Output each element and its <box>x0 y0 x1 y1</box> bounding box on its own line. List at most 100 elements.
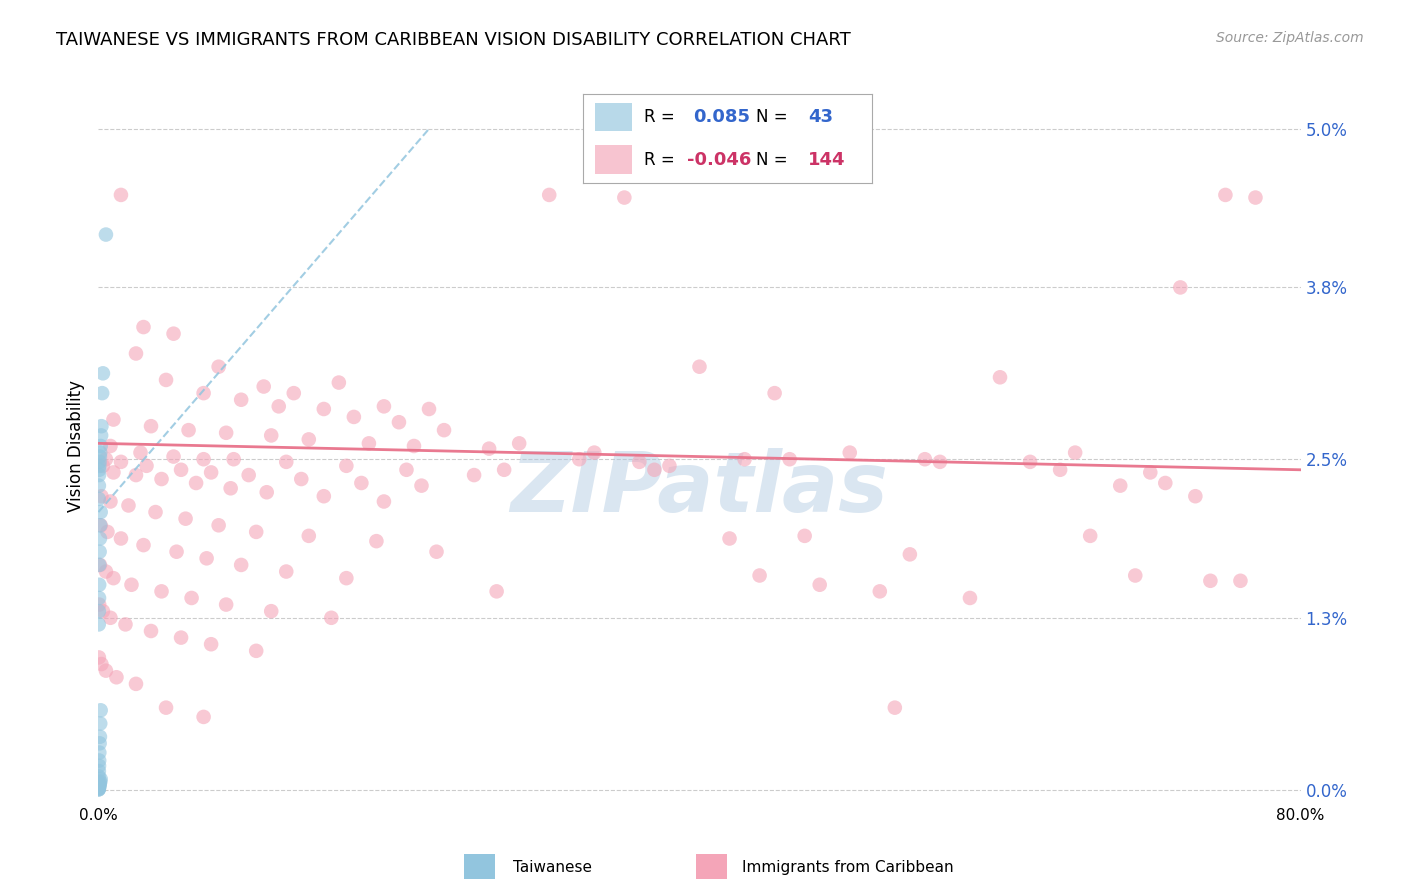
Text: -0.046: -0.046 <box>688 151 752 169</box>
Point <box>96 524 118 539</box>
Point <box>193 710 215 724</box>
Point <box>321 611 343 625</box>
Point <box>184 475 207 490</box>
Text: N =: N = <box>756 151 787 169</box>
Point <box>256 485 278 500</box>
Point <box>276 565 298 579</box>
Point <box>89 545 111 559</box>
Point <box>90 703 112 717</box>
Point <box>89 455 111 469</box>
Point <box>1123 568 1146 582</box>
Point <box>89 754 111 768</box>
Point <box>94 664 117 678</box>
Point <box>312 489 335 503</box>
Point <box>110 455 132 469</box>
Point <box>411 478 433 492</box>
Point <box>91 386 114 401</box>
Point <box>350 475 373 490</box>
Text: Source: ZipAtlas.com: Source: ZipAtlas.com <box>1216 31 1364 45</box>
Point <box>200 466 222 480</box>
Point <box>658 458 681 473</box>
Point <box>100 494 122 508</box>
Point <box>125 346 148 360</box>
Point <box>568 452 591 467</box>
Point <box>219 481 242 495</box>
Point <box>1244 190 1267 204</box>
Point <box>177 423 200 437</box>
Point <box>89 458 111 473</box>
Point <box>87 764 110 778</box>
Point <box>959 591 981 605</box>
Point <box>174 511 197 525</box>
Point <box>1049 463 1071 477</box>
Point <box>162 450 184 464</box>
Point <box>298 433 321 447</box>
Point <box>1109 478 1132 492</box>
Point <box>988 370 1011 384</box>
Point <box>425 545 447 559</box>
Point <box>238 468 260 483</box>
Point <box>125 677 148 691</box>
Point <box>166 545 188 559</box>
Point <box>1019 455 1042 469</box>
Point <box>87 468 110 483</box>
Point <box>90 428 112 442</box>
Point <box>245 644 267 658</box>
Point <box>180 591 202 605</box>
Point <box>103 466 125 480</box>
Point <box>793 529 815 543</box>
Point <box>125 468 148 483</box>
Point <box>200 637 222 651</box>
Point <box>260 604 283 618</box>
Point <box>433 423 456 437</box>
Point <box>100 439 122 453</box>
Point <box>208 359 231 374</box>
Point <box>689 359 711 374</box>
Bar <box>595 103 633 131</box>
Point <box>103 571 125 585</box>
Point <box>1199 574 1222 588</box>
Point <box>1078 529 1101 543</box>
Text: TAIWANESE VS IMMIGRANTS FROM CARIBBEAN VISION DISABILITY CORRELATION CHART: TAIWANESE VS IMMIGRANTS FROM CARIBBEAN V… <box>56 31 851 49</box>
Point <box>1139 466 1161 480</box>
Point <box>139 419 162 434</box>
Point <box>195 551 218 566</box>
Point <box>90 657 112 671</box>
Point <box>779 452 801 467</box>
Point <box>260 428 283 442</box>
Point <box>87 591 110 605</box>
Point <box>90 439 112 453</box>
Point <box>150 584 173 599</box>
Point <box>100 611 122 625</box>
Point <box>718 532 741 546</box>
Point <box>117 499 139 513</box>
Point <box>357 436 380 450</box>
Point <box>193 452 215 467</box>
Point <box>253 379 276 393</box>
Text: N =: N = <box>756 108 787 126</box>
Point <box>87 491 110 506</box>
Text: R =: R = <box>644 151 675 169</box>
Point <box>89 578 111 592</box>
Point <box>215 598 238 612</box>
Point <box>267 400 290 414</box>
Point <box>89 774 111 789</box>
Point <box>208 518 231 533</box>
Point <box>162 326 184 341</box>
Point <box>89 445 111 459</box>
Point <box>89 558 111 572</box>
Point <box>538 188 561 202</box>
Y-axis label: Vision Disability: Vision Disability <box>67 380 86 512</box>
Point <box>763 386 786 401</box>
Point <box>1184 489 1206 503</box>
Point <box>94 227 117 242</box>
Point <box>335 458 357 473</box>
Point <box>748 568 770 582</box>
Point <box>89 780 111 794</box>
Point <box>89 598 111 612</box>
Point <box>135 458 157 473</box>
Point <box>89 532 111 546</box>
Point <box>139 624 162 638</box>
Point <box>132 538 155 552</box>
Point <box>193 386 215 401</box>
